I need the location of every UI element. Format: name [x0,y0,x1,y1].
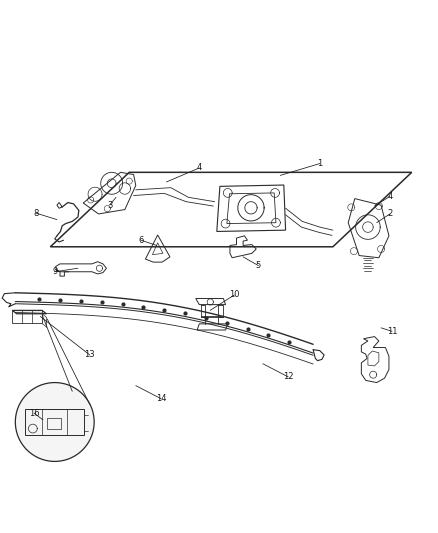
Text: 11: 11 [387,327,397,336]
Text: 3: 3 [107,201,112,209]
Text: 4: 4 [197,164,202,173]
Text: 13: 13 [85,351,95,359]
Text: 9: 9 [52,267,57,276]
Circle shape [15,383,94,462]
Polygon shape [12,310,46,314]
Text: 2: 2 [387,209,392,219]
Text: 5: 5 [256,261,261,270]
Text: 8: 8 [33,208,39,217]
Text: 10: 10 [229,290,240,300]
Text: 4: 4 [387,192,392,201]
Text: 6: 6 [138,236,144,245]
Text: 16: 16 [29,409,39,418]
Text: 12: 12 [283,373,293,382]
Text: 14: 14 [156,394,166,403]
Text: 1: 1 [317,159,322,168]
